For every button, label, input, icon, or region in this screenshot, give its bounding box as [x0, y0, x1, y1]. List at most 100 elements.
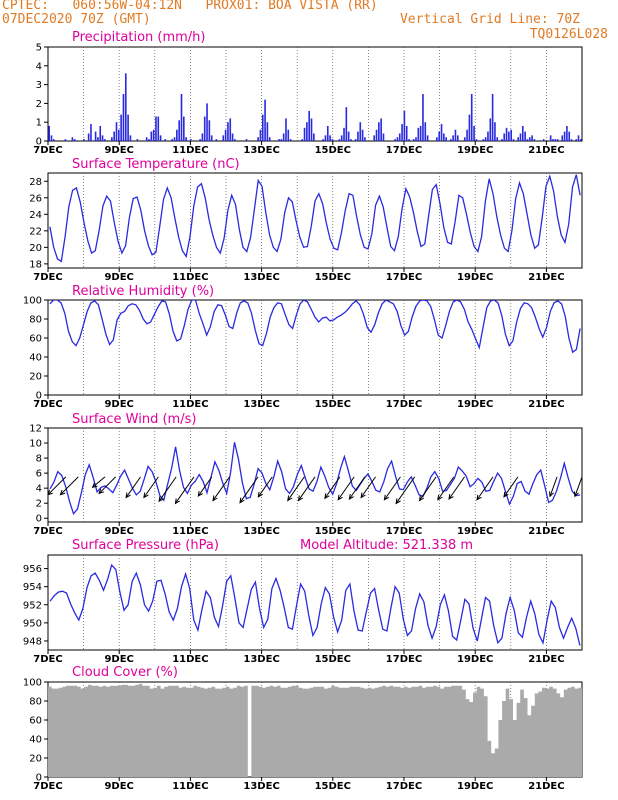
precip-bar [343, 127, 345, 141]
x-tick-label: 21DEC [528, 145, 564, 156]
y-tick-label: 100 [23, 296, 42, 307]
x-tick-label: 17DEC [386, 781, 422, 792]
plot-frame [47, 46, 583, 142]
x-tick-label: 13DEC [243, 399, 279, 410]
x-tick-label: 13DEC [243, 526, 279, 537]
precip-bar [64, 139, 67, 141]
precip-bar [282, 133, 285, 141]
x-tick-label: 9DEC [104, 654, 133, 665]
precip-bar [326, 125, 329, 141]
y-tick-label: 0 [36, 773, 42, 784]
y-tick-label: 40 [29, 353, 42, 364]
precip-bar [113, 131, 115, 141]
y-tick-label: 24 [29, 210, 42, 221]
precip-bar [155, 116, 157, 141]
precip-bar [210, 135, 213, 141]
precip-bar [324, 135, 327, 141]
x-tick-label: 15DEC [315, 399, 351, 410]
wind-arrow-head [59, 489, 66, 496]
y-tick-label: 12 [29, 424, 42, 435]
precip-bar [438, 131, 441, 141]
wind-arrow-head [448, 494, 454, 500]
precip-bar [510, 129, 512, 141]
y-tick-label: 20 [29, 372, 42, 383]
wind-arrow-head [158, 496, 164, 503]
precip-bar [456, 135, 459, 141]
precip-bar [87, 133, 90, 141]
wind-arrow-head [395, 498, 401, 505]
wind-arrow [125, 476, 141, 498]
wind-arrow-head [257, 491, 263, 498]
precip-bar [528, 137, 531, 141]
precip-bar [306, 122, 308, 141]
precip-bar [542, 139, 545, 141]
precip-bar [50, 135, 53, 141]
precip-bar [556, 139, 559, 141]
precip-bar [178, 120, 180, 141]
precip-bar [450, 139, 452, 141]
plot-frame [47, 299, 583, 396]
x-tick-label: 17DEC [386, 399, 422, 410]
wind-arrow-head [437, 494, 443, 501]
y-tick-label: 952 [23, 600, 42, 611]
precip-bar [408, 139, 410, 141]
panel-title: Relative Humidity (%) [72, 284, 214, 299]
precip-bar [566, 125, 568, 141]
y-tick-label: 0 [36, 137, 42, 148]
precip-bar [120, 114, 122, 141]
precip-bar [405, 125, 408, 141]
precip-bar [505, 127, 508, 141]
precip-bar [111, 137, 113, 141]
wind-arrow [324, 476, 341, 499]
y-tick-label: 2 [36, 499, 42, 510]
precip-bar [445, 137, 447, 141]
x-tick-label: 7DEC [33, 399, 62, 410]
precip-bar [382, 133, 385, 141]
wind-arrow-head [143, 492, 149, 499]
wind-arrow-head [197, 491, 203, 497]
x-tick-label: 19DEC [457, 781, 493, 792]
precip-bar [157, 116, 160, 141]
panel-0: 0 1 2 3 4 5 7DEC 9DEC 11DEC 13DEC 15DEC 17DEC 19DEC 2… [33, 30, 583, 156]
precip-bar [245, 139, 248, 141]
x-tick-label: 21DEC [528, 654, 564, 665]
precip-bar [338, 139, 341, 141]
y-tick-label: 18 [29, 259, 42, 270]
precip-bar [122, 94, 125, 141]
x-tick-label: 11DEC [172, 145, 208, 156]
wind-arrow-head [503, 491, 509, 498]
precip-bar [52, 139, 55, 141]
precip-bar [501, 139, 503, 141]
y-tick-label: 80 [29, 697, 42, 708]
precip-bar [470, 94, 473, 141]
precip-bar [552, 139, 554, 141]
precip-bar [375, 129, 378, 141]
wind-arrow [360, 476, 376, 498]
precip-bar [206, 103, 208, 141]
plot-area [48, 73, 582, 141]
wind-arrow-head [174, 498, 180, 505]
precip-bar [412, 139, 415, 141]
cloud-area [48, 683, 582, 777]
plot-area [49, 300, 581, 354]
wind-arrow [143, 476, 159, 498]
plot-area [48, 442, 582, 515]
precip-bar [440, 124, 443, 141]
y-tick-label: 1 [36, 118, 42, 129]
x-tick-label: 17DEC [386, 272, 422, 283]
y-tick-label: 28 [29, 177, 42, 188]
precip-bar [359, 122, 362, 141]
panel-subtitle: Model Altitude: 521.338 m [300, 538, 473, 553]
wind-arrow-head [418, 495, 425, 502]
precip-bar [231, 133, 234, 141]
y-tick-label: 0 [36, 514, 42, 525]
precip-bar [264, 99, 266, 141]
wind-arrow [574, 476, 582, 497]
plot-area [49, 174, 581, 263]
x-tick-label: 17DEC [386, 145, 422, 156]
x-tick-label: 9DEC [104, 272, 133, 283]
precip-bar [278, 139, 280, 141]
x-tick-label: 15DEC [315, 526, 351, 537]
x-tick-label: 11DEC [172, 654, 208, 665]
precip-bar [259, 129, 262, 141]
